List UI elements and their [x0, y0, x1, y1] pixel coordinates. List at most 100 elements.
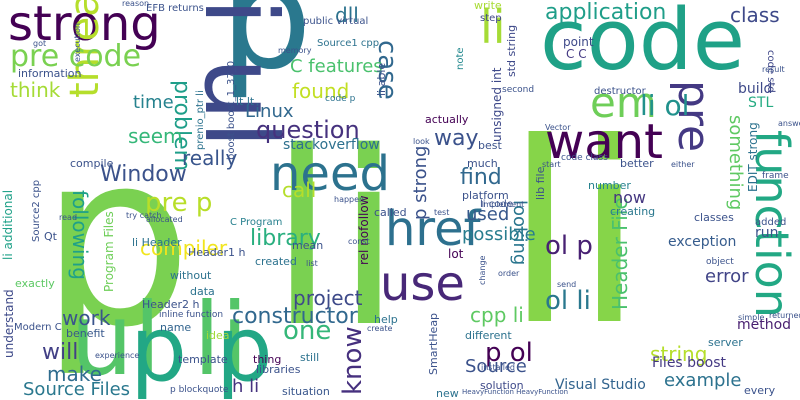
cloud-word: C Program	[230, 217, 283, 228]
cloud-word: found	[292, 79, 350, 103]
cloud-word: better	[620, 157, 654, 170]
cloud-word: exception	[668, 234, 737, 250]
cloud-word: code p	[325, 94, 356, 104]
cloud-word: number	[588, 179, 631, 192]
cloud-word: run	[755, 225, 779, 241]
cloud-word: called	[374, 206, 407, 219]
cloud-word: p li	[40, 100, 402, 380]
cloud-word: platform	[462, 189, 509, 202]
cloud-word: way	[434, 126, 479, 151]
cloud-word: method	[737, 317, 792, 333]
cloud-word: ol p	[545, 231, 593, 261]
cloud-word: question	[256, 116, 360, 144]
cloud-word: server	[708, 336, 743, 349]
cloud-word: boost boost_1_37_0	[226, 60, 237, 160]
cloud-word: li ol	[640, 89, 690, 122]
cloud-word: installed	[481, 363, 515, 372]
cloud-word: compiler	[140, 236, 228, 260]
cloud-word: std string	[505, 24, 518, 77]
cloud-word: compile	[70, 157, 114, 170]
cloud-word: ul li	[70, 281, 249, 398]
cloud-word: situation	[282, 385, 330, 398]
cloud-word: Header1 h	[188, 246, 246, 259]
cloud-word: code	[540, 0, 745, 90]
cloud-word: seem	[128, 124, 183, 148]
cloud-word: cpp li	[470, 303, 524, 327]
cloud-word: Source1 cpp	[317, 38, 380, 49]
cloud-word: lot	[448, 247, 464, 261]
cloud-word: li Header	[132, 236, 182, 249]
cloud-word: created	[255, 255, 297, 268]
cloud-word: Window	[100, 162, 187, 187]
cloud-word: li additional	[1, 189, 15, 260]
cloud-word: frame	[762, 171, 789, 181]
cloud-word: const	[348, 237, 370, 246]
cloud-word: find	[460, 165, 502, 190]
cloud-word: rel nofollow	[357, 195, 371, 265]
cloud-word: help	[374, 313, 398, 326]
cloud-word: really	[182, 146, 238, 170]
cloud-word: p ol	[485, 338, 533, 368]
cloud-word: execution	[73, 23, 82, 62]
cloud-word: Qt	[44, 230, 57, 243]
cloud-word: now	[613, 188, 647, 207]
cloud-word: Modern C	[14, 322, 62, 333]
cloud-word: h li	[232, 376, 260, 397]
cloud-word: lib file	[534, 166, 547, 200]
cloud-word: exactly	[15, 277, 55, 290]
cloud-word: Source	[465, 356, 527, 377]
cloud-word: work	[62, 306, 111, 330]
cloud-word: dll	[335, 3, 359, 27]
cloud-word: name	[160, 321, 192, 334]
cloud-word: still	[300, 351, 320, 364]
cloud-word: Header2 h	[142, 298, 200, 311]
cloud-word: got	[33, 39, 47, 48]
cloud-word: C features	[290, 56, 383, 77]
cloud-word: different	[465, 329, 512, 342]
cloud-word: either	[671, 160, 695, 169]
cloud-word: library	[250, 226, 321, 251]
cloud-word: stackoverflow	[283, 137, 380, 153]
cloud-word: EDIT strong	[746, 122, 760, 192]
cloud-word: template	[178, 353, 228, 366]
cloud-word: mean	[292, 239, 324, 252]
cloud-word: order	[498, 269, 520, 278]
cloud-word: time	[133, 92, 174, 113]
cloud-word: href	[385, 201, 481, 257]
cloud-word: think	[10, 78, 61, 102]
cloud-word: change	[478, 255, 487, 285]
cloud-word: information	[18, 67, 82, 80]
cloud-word: experience	[95, 351, 140, 360]
cloud-word: want	[545, 114, 663, 170]
cloud-word: ol li	[545, 286, 591, 316]
cloud-word: li	[480, 0, 506, 54]
cloud-word: li code	[480, 199, 513, 210]
cloud-word: SmartHeap	[427, 312, 440, 375]
cloud-word: p	[220, 0, 313, 102]
cloud-word: look	[413, 137, 430, 146]
cloud-word: much	[467, 157, 498, 170]
cloud-word: application	[545, 0, 667, 25]
cloud-word: test	[434, 208, 450, 217]
cloud-word: best	[478, 139, 502, 152]
cloud-word: try catch	[126, 211, 162, 220]
cloud-word: STL	[748, 95, 774, 111]
cloud-word: object	[706, 257, 734, 267]
cloud-word: destructor	[594, 86, 646, 97]
cloud-word: start	[542, 160, 561, 169]
cloud-word: will	[42, 340, 79, 365]
cloud-word: result	[762, 65, 785, 74]
cloud-word: know	[338, 326, 368, 395]
cloud-word: solution	[480, 379, 524, 392]
cloud-word: allocated	[146, 215, 183, 224]
cloud-word: li able	[375, 62, 388, 96]
cloud-word: Implement	[481, 200, 525, 209]
cloud-word: public virtual	[303, 16, 369, 27]
cloud-word: happen	[334, 195, 365, 204]
cloud-word: Linux	[245, 101, 294, 122]
cloud-word: Program Files	[102, 211, 116, 292]
cloud-word: Source Files	[23, 379, 131, 400]
cloud-word: note	[455, 47, 466, 70]
cloud-word: example	[664, 370, 742, 391]
cloud-word: inline function	[159, 310, 224, 320]
